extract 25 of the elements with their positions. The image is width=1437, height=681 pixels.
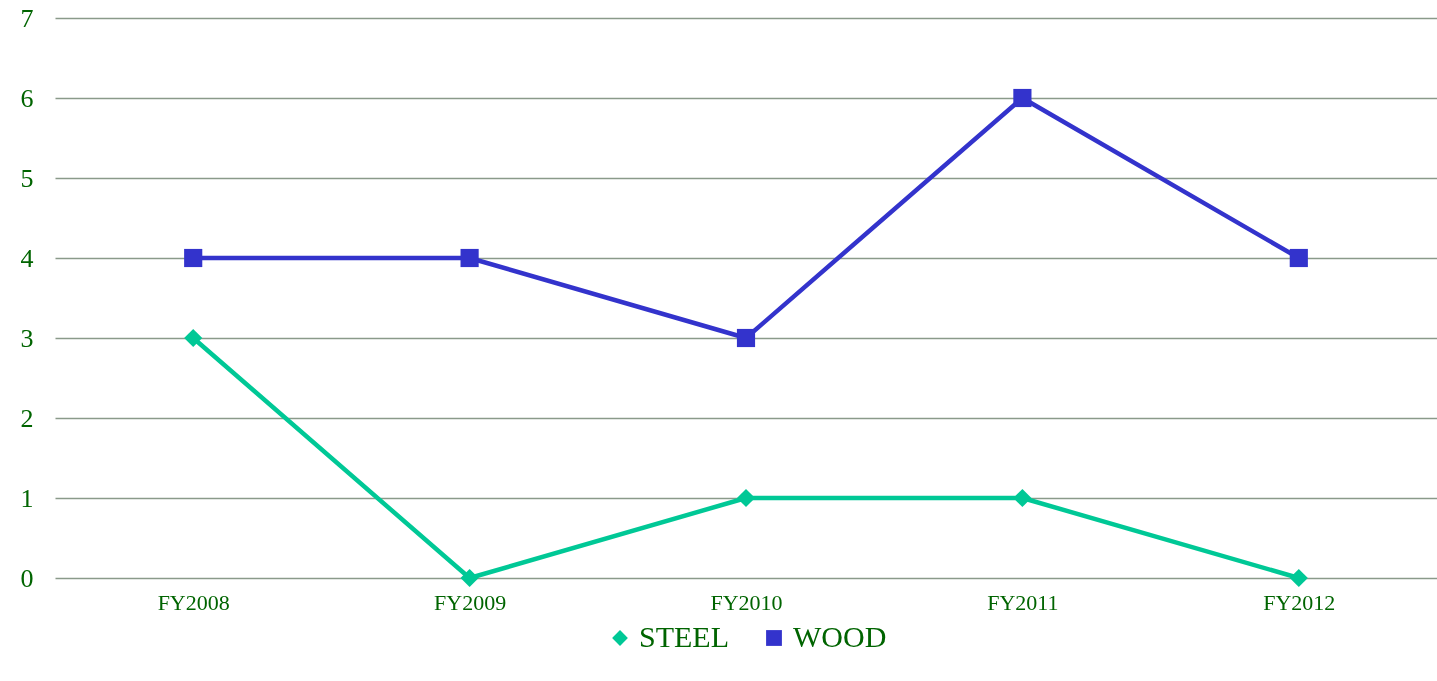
- y-tick-label: 5: [20, 163, 34, 193]
- point: [1013, 488, 1032, 508]
- y-tick-label: 2: [20, 403, 34, 433]
- y-tick-label: 7: [20, 3, 34, 33]
- point: [460, 568, 479, 588]
- legend-label: WOOD: [793, 620, 887, 653]
- point: [1289, 248, 1308, 268]
- y-tick-label: 4: [20, 243, 34, 273]
- x-tick-label: FY2008: [157, 589, 230, 615]
- point: [460, 248, 479, 268]
- y-tick-label: 0: [20, 563, 34, 593]
- x-tick-label: FY2011: [987, 589, 1059, 615]
- legend-label: STEEL: [639, 620, 729, 653]
- point: [184, 248, 203, 268]
- x-tick-label: FY2009: [434, 589, 507, 615]
- point: [736, 488, 756, 508]
- y-tick-label: 6: [20, 83, 34, 113]
- point: [1013, 88, 1032, 108]
- point: [736, 328, 756, 348]
- point: [184, 328, 203, 348]
- y-tick-label: 1: [20, 483, 34, 513]
- x-tick-label: FY2010: [710, 589, 783, 615]
- point: [1289, 568, 1308, 588]
- x-tick-label: FY2012: [1263, 589, 1336, 615]
- y-tick-label: 3: [20, 323, 34, 353]
